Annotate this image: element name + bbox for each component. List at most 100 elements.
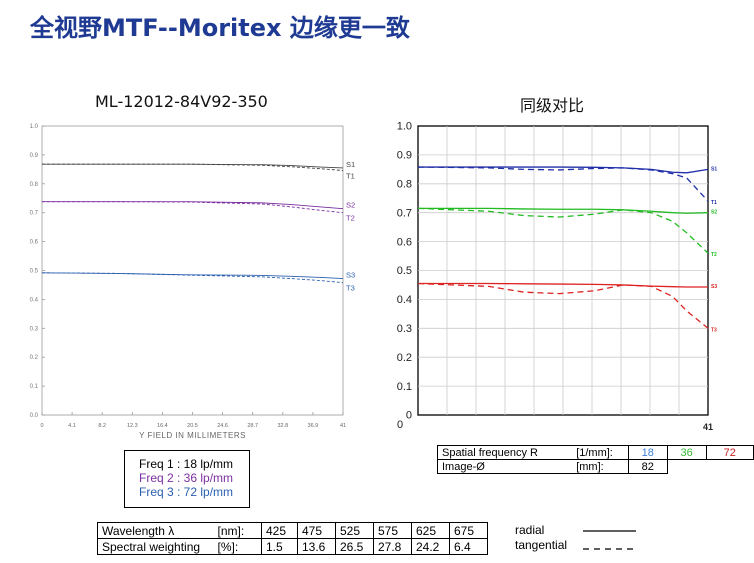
left-mtf-chart: 0.0 0.1 0.2 0.3 0.4 0.5 0.6 0.7 0.8 0.9 1.0 0 4.1 8.2…	[30, 124, 356, 440]
series-end-label: S1	[346, 160, 355, 169]
series-t3-line	[417, 282, 709, 329]
left-chart-title: ML-12012-84V92-350	[95, 92, 268, 111]
x-tick-label: 41	[340, 423, 346, 429]
page-title: 全视野MTF--Moritex 边缘更一致	[30, 14, 410, 42]
wavelength-value: 525	[335, 522, 374, 539]
y-tick-label: 0.3	[397, 323, 412, 335]
legend-freq-1: Freq 1 : 18 lp/mm	[139, 457, 234, 471]
y-tick-label: 0.1	[30, 384, 39, 390]
y-tick-label: 0.4	[30, 297, 39, 303]
y-tick-label: 0.7	[397, 207, 412, 219]
wavelength-value: 625	[411, 522, 450, 539]
line-style-legend	[583, 530, 636, 550]
spatial-frequency-label: Spatial frequency R	[437, 445, 573, 460]
image-diameter-label: Image-Ø	[437, 459, 573, 474]
series-s2-line	[418, 207, 709, 214]
y-tick-label: 0.3	[30, 326, 39, 332]
table-row: Spatial frequency R [1/mm]: 18 36 72	[437, 445, 754, 460]
weighting-value: 26.5	[335, 538, 374, 555]
image-diameter-unit: [mm]:	[572, 459, 629, 474]
series-end-label: T3	[346, 284, 355, 293]
y-tick-label: 0.7	[30, 211, 39, 217]
x-tick-label: 0	[40, 423, 43, 429]
series-end-label: S2	[346, 201, 355, 210]
weighting-value: 1.5	[261, 538, 298, 555]
wavelength-value: 575	[373, 522, 412, 539]
series-s1-line	[42, 163, 344, 169]
radial-legend-label: radial	[515, 523, 545, 537]
y-tick-label: 0.5	[397, 265, 412, 277]
spectral-table: Wavelength λ [nm]: 425 475 525 575 625 6…	[97, 522, 488, 555]
series-t2-line	[42, 201, 344, 214]
table-row: Spectral weighting [%]: 1.5 13.6 26.5 27…	[97, 538, 488, 555]
y-tick-label: 0.5	[30, 269, 39, 275]
y-tick-label: 1.0	[30, 124, 39, 130]
wavelength-value: 425	[261, 522, 298, 539]
series-end-label: T1	[711, 200, 717, 206]
weighting-value: 13.6	[297, 538, 336, 555]
x-tick-label: 4.1	[68, 423, 76, 429]
y-tick-label: 0.0	[30, 413, 39, 419]
legend-freq-2: Freq 2 : 36 lp/mm	[139, 471, 234, 485]
x-tick-label: 20.5	[187, 423, 198, 429]
y-tick-label: 0.2	[30, 355, 39, 361]
series-end-label: T2	[711, 252, 717, 258]
series-end-label: T3	[711, 327, 717, 333]
y-tick-label: 0.6	[30, 240, 39, 246]
freq-value-2: 36	[666, 445, 707, 460]
series-end-label: S3	[346, 271, 355, 280]
x-tick-label: 0	[397, 419, 403, 431]
y-tick-label: 0.4	[397, 294, 412, 306]
plot-frame	[41, 125, 344, 416]
x-tick-label: 41	[703, 422, 713, 432]
series-s2-line	[42, 201, 344, 210]
series-end-label: S1	[711, 166, 717, 172]
legend-freq-3: Freq 3 : 72 lp/mm	[139, 485, 234, 499]
freq-value-3: 72	[705, 445, 754, 460]
spectral-weighting-unit: [%]:	[213, 538, 262, 555]
series-t1-line	[417, 166, 709, 202]
weighting-value: 24.2	[411, 538, 450, 555]
spatial-frequency-table: Spatial frequency R [1/mm]: 18 36 72 Ima…	[437, 445, 754, 474]
spectral-weighting-label: Spectral weighting	[97, 538, 214, 555]
frequency-legend: Freq 1 : 18 lp/mm Freq 2 : 36 lp/mm Freq…	[124, 450, 250, 508]
x-tick-label: 24.6	[217, 423, 228, 429]
series-end-label: T2	[346, 214, 355, 223]
series-s3-line	[418, 282, 708, 288]
wavelength-value: 675	[449, 522, 488, 539]
y-tick-label: 0.9	[397, 150, 412, 162]
series-end-label: S3	[711, 284, 717, 290]
x-tick-label: 12.3	[127, 423, 138, 429]
y-tick-label: 0.2	[397, 352, 412, 364]
table-row: Image-Ø [mm]: 82	[437, 459, 754, 474]
y-tick-label: 0.9	[30, 153, 39, 159]
series-t2-line	[417, 207, 709, 254]
series-s3-line	[41, 272, 344, 280]
wavelength-unit: [nm]:	[213, 522, 262, 539]
y-tick-label: 0.8	[397, 178, 412, 190]
y-tick-label: 1.0	[397, 121, 412, 133]
series-end-label: S2	[711, 210, 717, 216]
right-chart-title: 同级对比	[520, 96, 585, 115]
x-tick-label: 32.8	[277, 423, 288, 429]
x-tick-label: 36.9	[308, 423, 319, 429]
weighting-value: 27.8	[373, 538, 412, 555]
right-mtf-chart: 0 0.1 0.2 0.3 0.4 0.5 0.6 0.7 0.8 0.9 1.0 0 41 S1 T1 S2…	[397, 121, 718, 432]
wavelength-value: 475	[297, 522, 336, 539]
image-diameter-value: 82	[627, 459, 668, 474]
tangential-legend-label: tangential	[515, 538, 568, 552]
y-tick-label: 0	[406, 410, 412, 422]
series-t3-line	[41, 272, 344, 284]
x-tick-label: 28.7	[247, 423, 258, 429]
y-tick-label: 0.1	[397, 381, 412, 393]
y-tick-label: 0.8	[30, 182, 39, 188]
spatial-frequency-unit: [1/mm]:	[572, 445, 629, 460]
x-tick-label: 16.4	[157, 423, 168, 429]
table-row: Wavelength λ [nm]: 425 475 525 575 625 6…	[97, 522, 488, 539]
wavelength-label: Wavelength λ	[97, 522, 214, 539]
series-end-label: T1	[346, 172, 355, 181]
series-t1-line	[42, 163, 344, 171]
freq-value-1: 18	[627, 445, 668, 460]
y-tick-label: 0.6	[397, 236, 412, 248]
